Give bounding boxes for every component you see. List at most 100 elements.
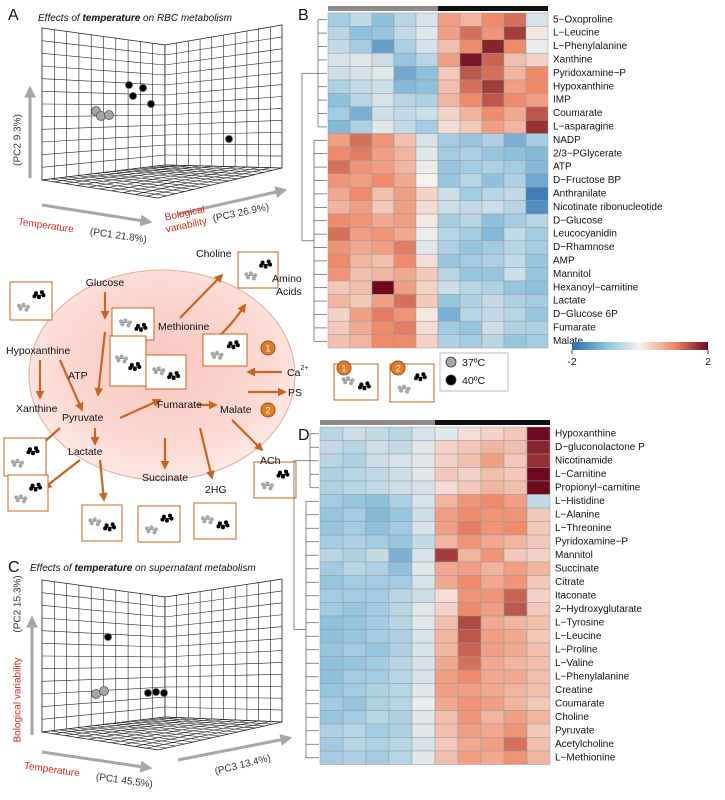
heatmap-cell	[503, 683, 528, 698]
mini-dot	[174, 371, 179, 376]
heatmap-cell	[437, 200, 461, 215]
heatmap-cell	[526, 615, 551, 630]
mini-dot	[29, 486, 34, 491]
mini-dot	[341, 377, 346, 382]
mini-dot	[217, 521, 222, 526]
mini-box	[193, 502, 237, 540]
heatmap-cell	[388, 710, 413, 725]
heatmap-cell	[342, 710, 367, 725]
mini-dot	[210, 351, 215, 356]
box-grid	[41, 630, 166, 638]
axis-arrow	[177, 733, 293, 762]
mini-dot	[15, 498, 20, 503]
heatmap-cell	[388, 737, 413, 752]
heatmap-cell	[437, 307, 461, 322]
heatmap-cell	[388, 696, 413, 711]
mini-dot	[415, 373, 420, 378]
mini-dot	[269, 483, 274, 488]
heatmap-cell	[481, 294, 505, 309]
heatmap-cell	[388, 683, 413, 698]
box-grid	[41, 592, 166, 608]
heatmap-cell	[481, 12, 505, 27]
mini-dot	[107, 527, 112, 532]
heatmap-cell	[411, 723, 436, 738]
row-label: Pyridoxamine−P	[553, 68, 626, 79]
mini-dot	[160, 517, 165, 522]
heatmap-cell	[503, 267, 527, 282]
heatmap-cell	[457, 710, 482, 725]
heatmap-cell	[371, 307, 395, 322]
mini-box	[253, 461, 297, 499]
mini-dot	[161, 514, 166, 519]
heatmap-cell	[457, 561, 482, 576]
heatmap-cell	[342, 602, 367, 617]
heatmap-cell	[503, 548, 528, 563]
heatmap-cell	[393, 267, 417, 282]
heatmap-cell	[388, 426, 413, 441]
title-part: Effects of	[30, 563, 74, 574]
heatmap-cell	[437, 186, 461, 201]
mini-dot	[97, 519, 102, 524]
heatmap-cell	[434, 548, 459, 563]
heatmap-cell	[434, 588, 459, 603]
point	[160, 689, 168, 697]
heatmap-cell	[415, 280, 439, 295]
row-label: L−Threonine	[555, 523, 612, 534]
heatmap-cell	[349, 119, 373, 134]
box-grid	[41, 605, 166, 618]
box-grid	[41, 65, 166, 76]
mini-dot	[159, 371, 164, 376]
point	[129, 92, 137, 100]
mini-dot	[21, 302, 26, 307]
heatmap-cell	[457, 669, 482, 684]
heatmap-cell	[459, 173, 483, 188]
row-label: Nicotinate ribonucleotide	[553, 202, 663, 213]
axis-label: (PC1 45.5%)	[95, 772, 153, 791]
heatmap-cell	[411, 696, 436, 711]
box-grid	[76, 165, 201, 186]
heatmap-cell	[393, 160, 417, 175]
heatmap-cell	[371, 106, 395, 121]
heatmap-cell	[415, 334, 439, 349]
heatmap-cell	[388, 588, 413, 603]
heatmap-cell	[371, 133, 395, 148]
mini-dot	[36, 295, 41, 300]
heatmap-cell	[327, 334, 351, 349]
heatmap-cell	[480, 440, 505, 455]
row-label: Acetylcholine	[555, 739, 614, 750]
mini-dot	[169, 516, 174, 521]
heatmap-cell	[480, 750, 505, 765]
heatmap-cell	[393, 146, 417, 161]
heatmap-cell	[342, 440, 367, 455]
heatmap-cell	[393, 133, 417, 148]
heatmap-cell	[459, 146, 483, 161]
heatmap-cell	[481, 240, 505, 255]
group-bar	[504, 6, 526, 11]
heatmap-cell	[525, 39, 549, 54]
heatmap-cell	[349, 12, 373, 27]
heatmap-cell	[481, 186, 505, 201]
mini-dot	[248, 271, 253, 276]
heatmap-cell	[393, 213, 417, 228]
row-label: L−Methionine	[555, 752, 616, 763]
axis-arrow	[41, 750, 153, 773]
row-label: Propionyl−carnitine	[555, 482, 641, 493]
box-grid	[41, 124, 166, 130]
row-label: Mannitol	[553, 269, 591, 280]
heatmap-cell	[481, 200, 505, 215]
mini-dot	[225, 523, 230, 528]
heatmap-cell	[393, 186, 417, 201]
heatmap-cell	[526, 723, 551, 738]
heatmap-cell	[388, 534, 413, 549]
heatmap-cell	[503, 453, 528, 468]
mini-dot	[19, 460, 24, 465]
box-grid	[164, 154, 283, 157]
point	[104, 110, 114, 120]
heatmap-cell	[503, 588, 528, 603]
heatmap-cell	[525, 294, 549, 309]
axis-label: (PC2 9.3%)	[13, 114, 24, 166]
title-part: Effects of	[38, 13, 82, 24]
heatmap-cell	[388, 453, 413, 468]
heatmap-cell	[481, 334, 505, 349]
heatmap-cell	[342, 588, 367, 603]
